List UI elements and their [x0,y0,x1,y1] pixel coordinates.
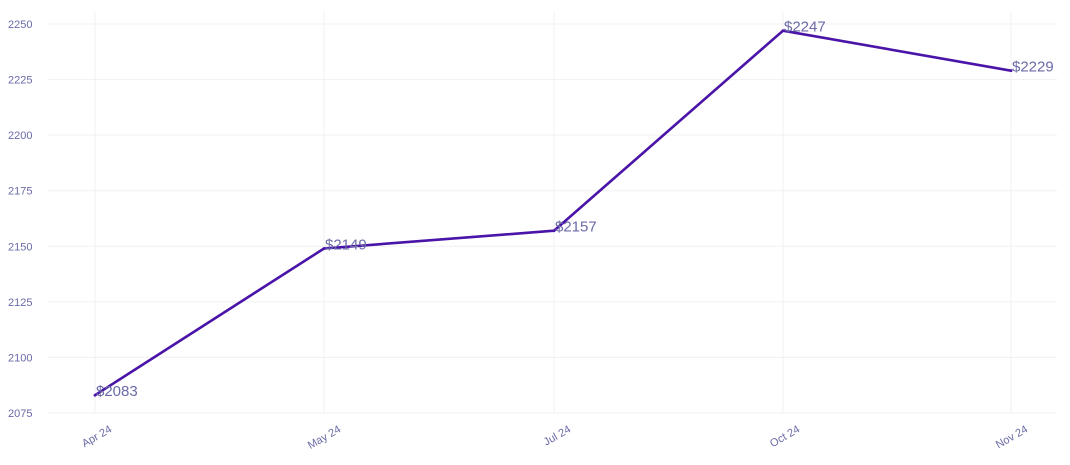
y-tick-label: 2250 [8,19,32,31]
data-point [322,247,326,250]
x-axis: Apr 24 May 24 Jul 24 Oct 24 Nov 24 [80,423,1030,451]
y-tick-label: 2175 [8,186,32,198]
x-tick-label: Apr 24 [80,423,114,450]
data-labels: $2083 $2149 $2157 $2247 $2229 [96,19,1054,401]
grid [48,12,1057,414]
data-point [781,29,785,33]
data-label: $2229 [1012,59,1054,76]
y-tick-label: 2225 [8,75,32,87]
x-tick-label: Oct 24 [768,423,802,450]
y-tick-label: 2150 [8,241,32,253]
data-point [93,393,97,397]
x-tick-label: May 24 [306,423,343,451]
y-tick-label: 2075 [8,408,32,420]
y-axis: 2075 2100 2125 2150 2175 2200 2225 2250 [8,19,32,420]
y-tick-label: 2100 [8,352,32,364]
data-label: $2083 [96,383,138,400]
x-tick-label: Jul 24 [542,423,573,448]
x-tick-label: Nov 24 [994,423,1030,451]
data-label: $2157 [555,219,597,236]
series-area [93,29,1013,397]
y-tick-label: 2200 [8,130,32,142]
y-tick-label: 2125 [8,297,32,309]
data-point [552,229,556,233]
data-point [1009,69,1013,73]
series-line [93,29,1013,397]
data-label: $2149 [325,237,367,254]
data-label: $2247 [784,19,826,36]
